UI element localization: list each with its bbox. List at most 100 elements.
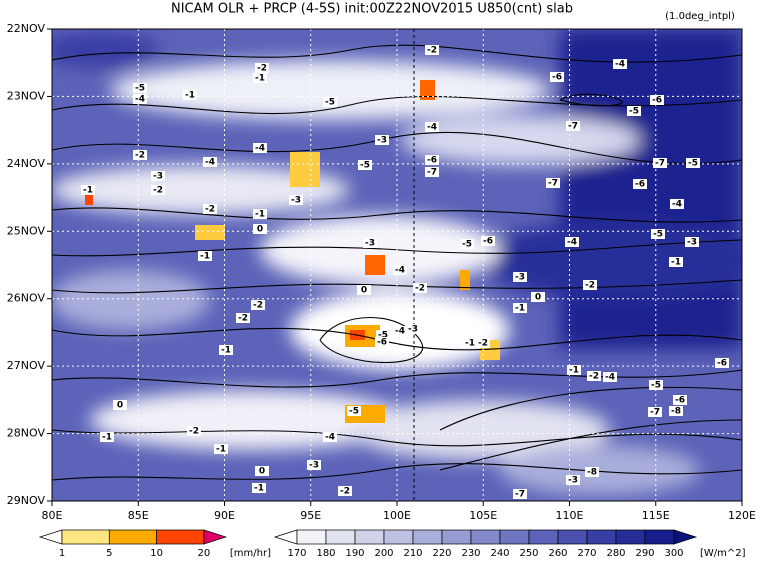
contour-label: -1: [216, 445, 226, 455]
contour-label: -2: [478, 339, 488, 349]
contour-label: -2: [585, 281, 595, 291]
colorbar-label: 200: [374, 548, 393, 559]
colorbar-label: 1: [59, 548, 65, 559]
contour-label: -4: [605, 373, 615, 383]
contour-label-bg: [653, 158, 667, 168]
contour-label-bg: [583, 280, 597, 290]
contour-label: -4: [427, 123, 437, 133]
contour-label: -5: [360, 161, 370, 171]
contour-label-bg: [531, 292, 545, 302]
x-tick-label: 120E: [728, 509, 756, 522]
contour-label-bg: [425, 45, 439, 55]
contour-label: -3: [153, 172, 163, 182]
contour-label: -5: [629, 107, 639, 117]
contour-label: -6: [635, 180, 645, 190]
contour-label-bg: [649, 380, 663, 390]
contour-label: -3: [568, 476, 578, 486]
contour-label-bg: [113, 400, 127, 410]
contour-label: -1: [515, 304, 525, 314]
colorbar-unit: [W/m^2]: [700, 548, 746, 559]
contour-labels: -2-5-4 -1-1-2-5-4-3-4-2-4-3-2-5 -6-7-7 -6-7…: [81, 45, 729, 500]
contour-label-bg: [338, 486, 352, 496]
contour-label-bg: [251, 300, 265, 310]
colorbar-box: [615, 529, 646, 545]
contour-label: -5: [349, 407, 359, 417]
colorbar-label: 190: [345, 548, 364, 559]
contour-label: 0: [361, 286, 367, 296]
colorbar-label: 240: [490, 548, 509, 559]
contour-label: -1: [255, 74, 265, 84]
contour-label: -6: [552, 73, 562, 83]
contour-label: -5: [653, 230, 663, 240]
contour-label-bg: [546, 178, 560, 188]
contour-label: -2: [340, 487, 350, 497]
contour-label: -1: [569, 366, 579, 376]
contour-label-bg: [669, 257, 683, 267]
contour-label-bg: [253, 224, 267, 234]
colorbar-box: [412, 529, 443, 545]
contour-label-bg: [550, 72, 564, 82]
title: NICAM OLR + PRCP (4-5S) init:00Z22NOV201…: [171, 2, 573, 17]
contour-label: -7: [568, 122, 578, 132]
x-tick-label: 80E: [42, 509, 63, 522]
contour-label: -1: [83, 186, 93, 196]
colorbar-box: [296, 529, 327, 545]
contour-label-bg: [151, 171, 165, 181]
colorbar-box: [528, 529, 559, 545]
x-tick-label: 100E: [383, 509, 411, 522]
contour-label-bg: [686, 158, 700, 168]
contour-label: -1: [102, 433, 112, 443]
contour-label-bg: [565, 237, 579, 247]
note: (1.0deg_intpl): [665, 11, 735, 22]
colorbar-label: 10: [150, 548, 163, 559]
contour-label: -4: [615, 60, 625, 70]
contour-label: -3: [687, 238, 697, 248]
contour-label-bg: [481, 236, 495, 246]
contour-label-bg: [252, 483, 266, 493]
colorbar-label: 300: [664, 548, 683, 559]
contour-label: -3: [365, 239, 375, 249]
contour-label-bg: [81, 185, 95, 195]
contour-label-bg: [513, 272, 527, 282]
colorbar-high: [673, 529, 698, 545]
contour-label-bg: [203, 157, 217, 167]
contour-label: 0: [117, 401, 123, 411]
colorbar-box: [325, 529, 356, 545]
contour-label-bg: [255, 63, 269, 73]
contour-label-bg: [651, 229, 665, 239]
colorbar-label: 170: [287, 548, 306, 559]
contour-label: -6: [483, 237, 493, 247]
contour-label: 0: [535, 293, 541, 303]
contour-label: -7: [515, 490, 525, 500]
contour-label-bg: [253, 73, 267, 83]
contour-label: -5: [378, 331, 388, 341]
contour-label-bg: [585, 467, 599, 477]
colorbar-low: [273, 529, 298, 545]
colorbar-box: [441, 529, 472, 545]
y-tick-label: 25NOV: [7, 224, 46, 237]
colorbar-label: 220: [432, 548, 451, 559]
contour-label: -1: [254, 484, 264, 494]
contour-label: -3: [515, 273, 525, 283]
contour-label-bg: [425, 155, 439, 165]
contour-label: -4: [255, 144, 265, 154]
contour-label-bg: [375, 135, 389, 145]
contour-label: -5: [135, 84, 145, 94]
contour-label: 0: [257, 225, 263, 235]
contour-label: -4: [205, 158, 215, 168]
contour-label: -2: [153, 186, 163, 196]
contour-label-bg: [151, 185, 165, 195]
contour-label-bg: [133, 94, 147, 104]
contour-label-bg: [670, 199, 684, 209]
contour-label-bg: [650, 95, 664, 105]
colorbar-label: 20: [198, 548, 211, 559]
contour-label-bg: [463, 338, 477, 348]
colorbar-box: [383, 529, 414, 545]
y-tick-label: 24NOV: [7, 157, 46, 170]
contour-label-bg: [648, 407, 662, 417]
contour-label-bg: [413, 283, 427, 293]
contour-label: -6: [427, 156, 437, 166]
contour-label-bg: [323, 432, 337, 442]
colorbar-box: [156, 529, 205, 545]
